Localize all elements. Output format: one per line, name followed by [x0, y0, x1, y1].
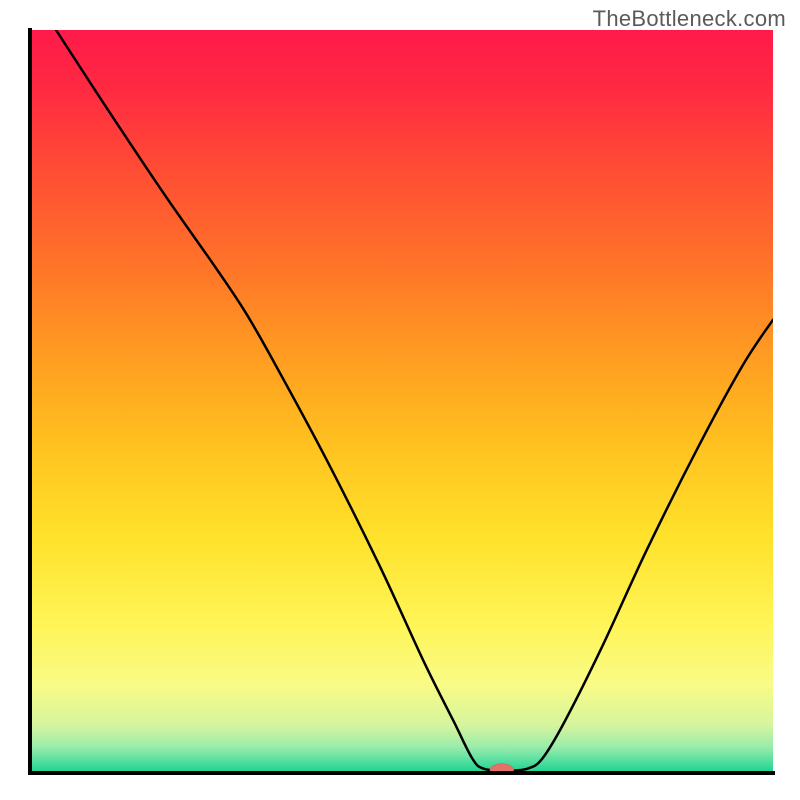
watermark-text: TheBottleneck.com: [593, 6, 786, 32]
plot-background: [30, 30, 773, 773]
chart-container: TheBottleneck.com: [0, 0, 800, 800]
bottleneck-chart: [0, 0, 800, 800]
